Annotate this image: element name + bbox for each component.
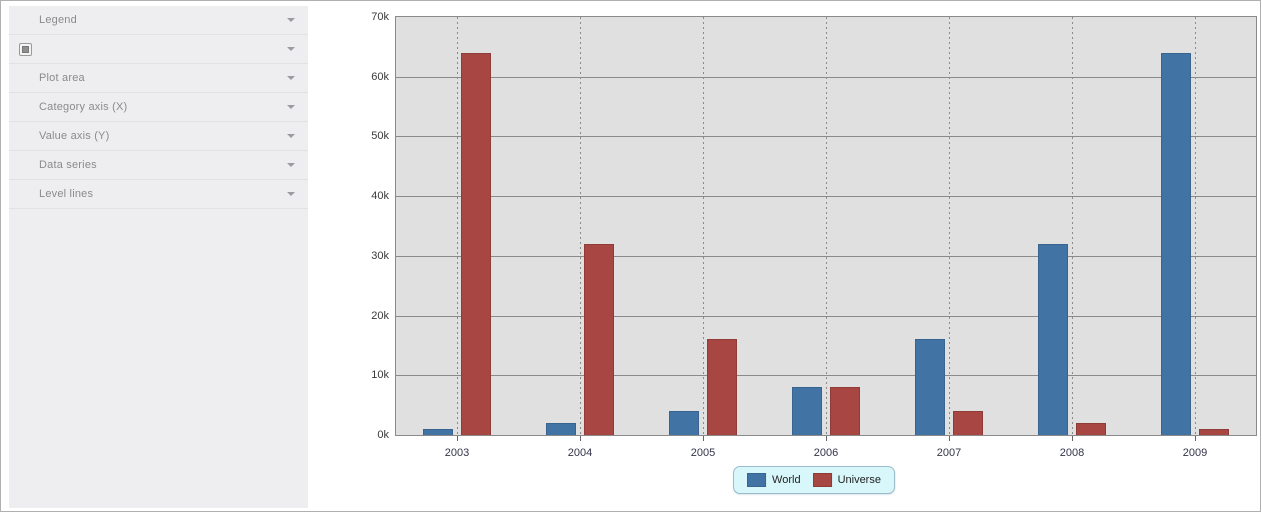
x-axis-tick <box>1072 436 1073 441</box>
plot-area <box>395 16 1257 436</box>
y-axis-tick-label: 20k <box>371 309 389 322</box>
bar-world-2009[interactable] <box>1161 53 1191 435</box>
chevron-down-icon[interactable] <box>287 105 295 109</box>
gridline-dotted <box>1072 17 1073 435</box>
y-axis-tick-label: 50k <box>371 130 389 143</box>
legend-entry-universe: Universe <box>812 473 881 487</box>
sidebar-item-label: Legend <box>39 14 77 26</box>
chart-legend[interactable]: World Universe <box>733 466 895 494</box>
bar-universe-2006[interactable] <box>830 387 860 435</box>
x-axis-category-label: 2008 <box>1059 447 1085 459</box>
y-axis-tick-label: 40k <box>371 190 389 203</box>
x-axis-category-label: 2003 <box>444 447 470 459</box>
x-axis-category-label: 2009 <box>1182 447 1208 459</box>
sidebar-item-plot-area[interactable]: Plot area <box>9 64 308 93</box>
bar-world-2004[interactable] <box>546 423 576 435</box>
chevron-down-icon[interactable] <box>287 18 295 22</box>
x-axis-tick <box>703 436 704 441</box>
bar-universe-2007[interactable] <box>953 411 983 435</box>
x-axis-category-label: 2005 <box>690 447 716 459</box>
x-axis-category-label: 2006 <box>813 447 839 459</box>
x-axis-category-label: 2004 <box>567 447 593 459</box>
y-axis-tick-label: 30k <box>371 249 389 262</box>
x-axis-tick <box>580 436 581 441</box>
gridline-dotted <box>949 17 950 435</box>
chevron-down-icon[interactable] <box>287 163 295 167</box>
square-swatch-icon[interactable] <box>19 42 32 56</box>
sidebar-item-data-series[interactable]: Data series <box>9 151 308 180</box>
legend-swatch-world <box>747 473 767 487</box>
chart-settings-panel: Legend Plot area Category axis (X) Value… <box>9 6 308 508</box>
chevron-down-icon[interactable] <box>287 47 295 51</box>
x-axis-category-label: 2007 <box>936 447 962 459</box>
gridline-dotted <box>1195 17 1196 435</box>
gridline-dotted <box>457 17 458 435</box>
sidebar-item-label: Data series <box>39 159 97 171</box>
bar-universe-2004[interactable] <box>584 244 614 435</box>
sidebar-item-legend[interactable]: Legend <box>9 6 308 35</box>
x-axis-tick <box>949 436 950 441</box>
bar-world-2005[interactable] <box>669 411 699 435</box>
x-axis-tick <box>826 436 827 441</box>
y-axis-tick-label: 10k <box>371 369 389 382</box>
gridline-dotted <box>826 17 827 435</box>
sidebar-item-label: Category axis (X) <box>39 101 128 113</box>
bar-world-2008[interactable] <box>1038 244 1068 435</box>
y-axis-tick-label: 60k <box>371 70 389 83</box>
y-axis-tick-label: 0k <box>377 429 389 441</box>
legend-label-world: World <box>772 474 801 486</box>
sidebar-item-value-axis[interactable]: Value axis (Y) <box>9 122 308 151</box>
square-swatch-fill <box>22 45 29 53</box>
chevron-down-icon[interactable] <box>287 134 295 138</box>
sidebar-item-category-axis[interactable]: Category axis (X) <box>9 93 308 122</box>
legend-entry-world: World <box>747 473 801 487</box>
sidebar-item-level-lines[interactable]: Level lines <box>9 180 308 209</box>
legend-swatch-universe <box>812 473 832 487</box>
x-axis-tick <box>457 436 458 441</box>
bar-world-2003[interactable] <box>423 429 453 435</box>
legend-label-universe: Universe <box>837 474 881 486</box>
gridline-dotted <box>703 17 704 435</box>
sidebar-item-appearance[interactable] <box>9 35 308 64</box>
sidebar-item-label: Level lines <box>39 188 94 200</box>
bar-universe-2009[interactable] <box>1199 429 1229 435</box>
x-axis-tick <box>1195 436 1196 441</box>
bar-universe-2008[interactable] <box>1076 423 1106 435</box>
sidebar-item-label: Value axis (Y) <box>39 130 110 142</box>
sidebar-item-label: Plot area <box>39 72 85 84</box>
bar-universe-2003[interactable] <box>461 53 491 435</box>
bar-world-2007[interactable] <box>915 339 945 435</box>
gridline-dotted <box>580 17 581 435</box>
chevron-down-icon[interactable] <box>287 76 295 80</box>
bar-world-2006[interactable] <box>792 387 822 435</box>
chevron-down-icon[interactable] <box>287 192 295 196</box>
bar-universe-2005[interactable] <box>707 339 737 435</box>
y-axis-tick-label: 70k <box>371 11 389 23</box>
